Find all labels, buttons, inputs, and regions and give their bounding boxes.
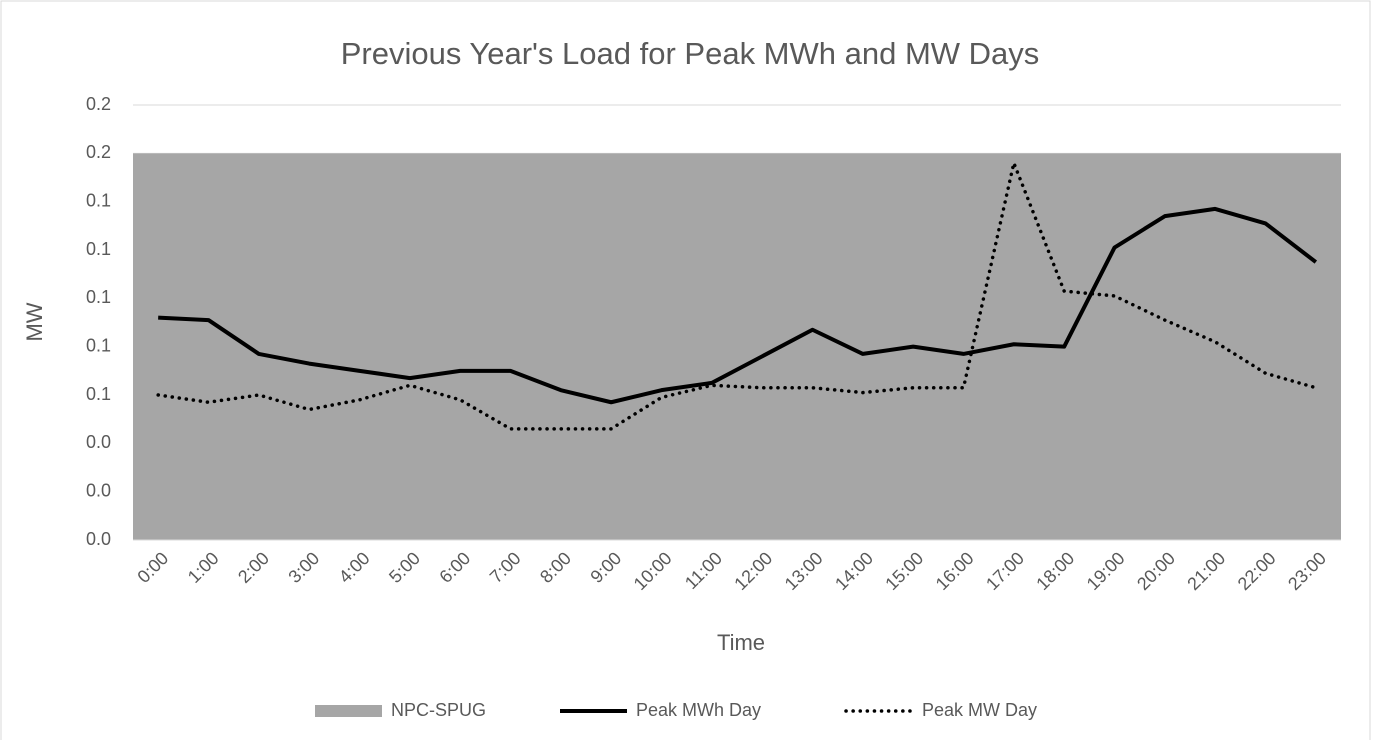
y-tick-label: 0.0 (86, 432, 111, 452)
chart-title: Previous Year's Load for Peak MWh and MW… (341, 36, 1040, 71)
legend-text: Peak MW Day (922, 700, 1037, 720)
y-tick-label: 0.1 (86, 190, 111, 210)
y-tick-label: 0.2 (86, 94, 111, 114)
y-tick-label: 0.2 (86, 142, 111, 162)
y-axis-title: MW (22, 302, 47, 341)
y-tick-label: 0.1 (86, 287, 111, 307)
y-tick-label: 0.1 (86, 384, 111, 404)
y-tick-label: 0.1 (86, 335, 111, 355)
y-tick-label: 0.1 (86, 239, 111, 259)
y-tick-label: 0.0 (86, 480, 111, 500)
legend-text: Peak MWh Day (636, 700, 761, 720)
y-tick-label: 0.0 (86, 529, 111, 549)
x-axis-title: Time (717, 630, 765, 655)
legend-text: NPC-SPUG (391, 700, 486, 720)
line (156, 161, 1318, 431)
area (133, 153, 1341, 541)
line (158, 206, 1318, 405)
legend-swatch (315, 705, 382, 717)
